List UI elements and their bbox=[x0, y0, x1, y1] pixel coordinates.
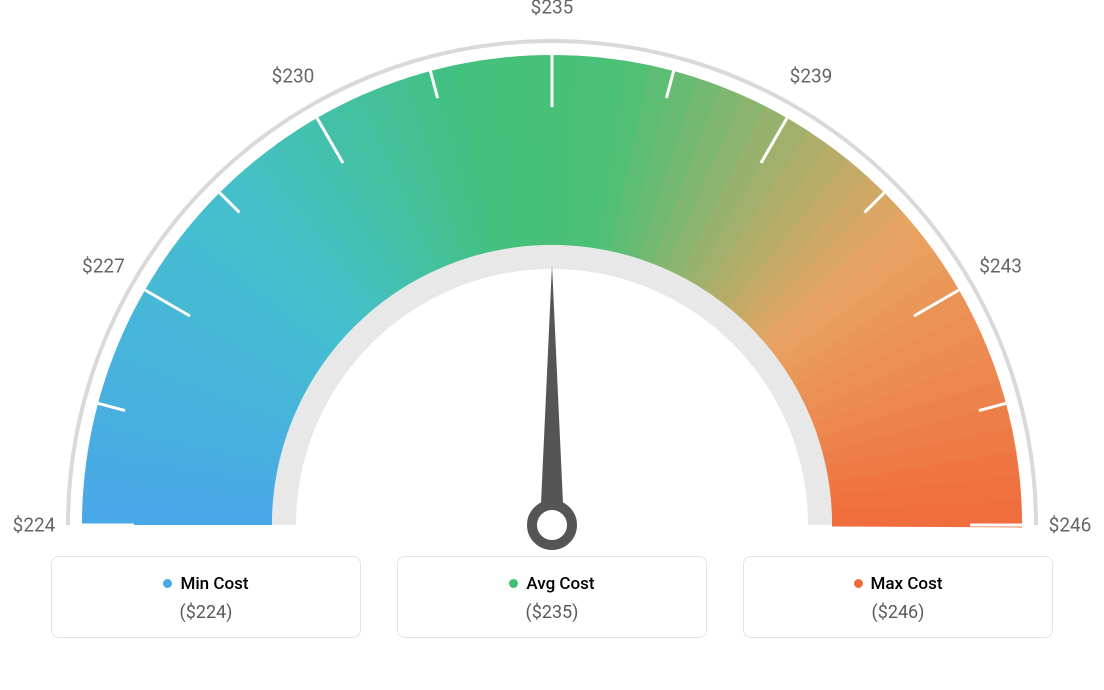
gauge-tick-label: $246 bbox=[1049, 514, 1092, 537]
legend-text-min: Min Cost bbox=[180, 574, 248, 594]
legend-card-avg: Avg Cost ($235) bbox=[397, 556, 707, 638]
legend-dot-max bbox=[854, 579, 863, 588]
legend-dot-min bbox=[163, 579, 172, 588]
gauge-svg bbox=[22, 20, 1082, 550]
legend-label-min: Min Cost bbox=[163, 574, 248, 594]
legend-label-max: Max Cost bbox=[854, 574, 943, 594]
gauge-tick-label: $224 bbox=[13, 514, 56, 537]
gauge-tick-label: $239 bbox=[790, 65, 833, 88]
gauge-tick-label: $243 bbox=[979, 255, 1022, 278]
gauge-chart: $224$227$230$235$239$243$246 bbox=[22, 20, 1082, 550]
gauge-tick-label: $227 bbox=[82, 255, 125, 278]
legend-row: Min Cost ($224) Avg Cost ($235) Max Cost… bbox=[20, 556, 1084, 638]
gauge-tick-label: $235 bbox=[531, 0, 574, 19]
legend-value-avg: ($235) bbox=[398, 602, 706, 623]
legend-value-min: ($224) bbox=[52, 602, 360, 623]
legend-value-max: ($246) bbox=[744, 602, 1052, 623]
legend-card-min: Min Cost ($224) bbox=[51, 556, 361, 638]
legend-text-avg: Avg Cost bbox=[526, 574, 594, 594]
gauge-tick-label: $230 bbox=[272, 65, 315, 88]
legend-label-avg: Avg Cost bbox=[509, 574, 594, 594]
legend-card-max: Max Cost ($246) bbox=[743, 556, 1053, 638]
legend-dot-avg bbox=[509, 579, 518, 588]
legend-text-max: Max Cost bbox=[871, 574, 943, 594]
